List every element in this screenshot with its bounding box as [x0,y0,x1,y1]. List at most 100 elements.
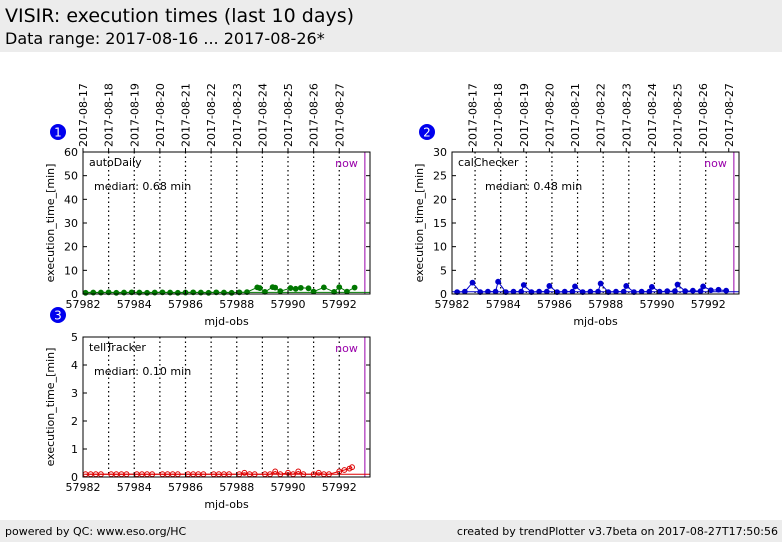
data-point [682,288,689,295]
data-point [587,288,594,295]
now-label: now [335,342,358,355]
plot-frame [82,151,371,295]
date-tick-label: 2017-08-26 [697,83,710,147]
x-tick-label: 57990 [271,298,306,311]
y-tick-label: 30 [64,217,78,230]
data-point [579,289,586,296]
date-tick-label: 2017-08-26 [308,83,321,147]
date-tick-label: 2017-08-23 [620,83,633,147]
x-axis-label: mjd-obs [204,498,249,511]
y-tick-label: 5 [440,264,447,277]
data-range-subtitle: Data range: 2017-08-16 ... 2017-08-26* [5,29,325,48]
y-tick-label: 2 [71,415,78,428]
page-header: VISIR: execution times (last 10 days) Da… [0,0,782,52]
data-point [349,464,355,471]
data-point [336,284,343,291]
data-point [320,284,327,291]
footer-created-by: created by trendPlotter v3.7beta on 2017… [456,525,778,538]
date-tick-label: 2017-08-19 [128,83,141,147]
data-point [674,281,681,288]
data-point [492,288,499,295]
median-label: median: 0.48 min [485,180,582,193]
plot-frame [451,151,740,295]
date-tick-label: 2017-08-22 [595,83,608,147]
data-point [597,280,604,287]
date-tick-label: 2017-08-24 [256,83,269,147]
y-tick-label: 10 [433,241,447,254]
data-point [689,287,696,294]
data-point [528,289,535,296]
x-tick-label: 57984 [486,298,521,311]
page-footer: powered by QC: www.eso.org/HC created by… [0,520,782,542]
page-title: VISIR: execution times (last 10 days) [5,5,355,27]
data-point [244,289,250,296]
panel-calchecker: 2 2017-08-17 2017-08-18 2017-08-19 2017-08-2… [413,83,740,328]
x-tick-label: 57988 [588,298,623,311]
series-line [85,466,353,475]
date-tick-label: 2017-08-20 [543,83,556,147]
x-tick-label: 57990 [640,298,675,311]
x-tick-label: 57992 [691,298,726,311]
data-point [315,469,322,476]
data-point [595,288,601,295]
panel-autodaily: 1 2017-08-17 2017-08-18 2017-08-19 2017-08-2… [44,83,371,328]
data-point [272,284,279,291]
data-point [664,288,671,295]
panel-number-label: 1 [54,126,62,140]
x-tick-label: 57990 [271,481,306,494]
x-tick-label: 57986 [537,298,572,311]
data-point [341,467,348,473]
x-tick-label: 57986 [168,298,203,311]
data-point [707,287,714,294]
plots-canvas: 1 2017-08-17 2017-08-18 2017-08-19 2017-08-2… [44,83,740,511]
data-point [572,283,578,290]
data-point [700,283,707,290]
y-tick-label: 0 [71,471,78,484]
data-point [697,288,704,295]
date-tick-label: 2017-08-17 [77,83,90,147]
data-point [723,287,730,294]
date-tick-label: 2017-08-27 [333,83,346,147]
date-tick-label: 2017-08-18 [492,83,505,147]
data-point [656,288,663,295]
data-point [344,288,350,295]
data-point [638,288,645,295]
date-tick-label: 2017-08-19 [518,83,531,147]
panel-number-label: 2 [423,126,431,140]
date-tick-label: 2017-08-25 [282,83,295,147]
median-label: median: 0.10 min [94,365,191,378]
y-tick-label: 50 [64,170,78,183]
y-tick-label: 60 [64,146,78,159]
x-tick-label: 57988 [219,481,254,494]
data-point [305,285,312,292]
data-point [351,284,358,291]
data-point [620,288,627,295]
data-point [715,286,722,293]
date-tick-label: 2017-08-22 [205,83,218,147]
data-point [561,288,568,295]
y-tick-label: 4 [71,359,78,372]
date-tick-label: 2017-08-18 [103,83,116,147]
data-point [646,288,653,295]
panel-number-badge [419,124,435,140]
panel-name-label: calChecker [458,156,519,169]
data-point [495,278,502,285]
x-tick-label: 57988 [219,298,254,311]
data-point [454,289,461,296]
data-point [292,285,299,292]
data-point [613,288,619,295]
panel-name-label: tellTracker [89,341,146,354]
panel-number-badge [50,124,66,140]
data-point [477,289,484,296]
data-point [623,283,630,289]
panel-number-label: 3 [54,309,62,323]
x-tick-label: 57984 [117,481,152,494]
y-tick-label: 15 [433,217,447,230]
panel-telltracker: 3 now 0 1 2 3 4 5 57982 57984 57986 57988 57990 57992… [44,307,371,511]
y-tick-label: 5 [71,331,78,344]
footer-powered-by: powered by QC: www.eso.org/HC [5,525,187,538]
y-axis-label: execution_time_[min] [44,348,57,467]
median-label: median: 0.68 min [94,180,191,193]
data-point [256,285,263,291]
y-tick-label: 20 [64,241,78,254]
